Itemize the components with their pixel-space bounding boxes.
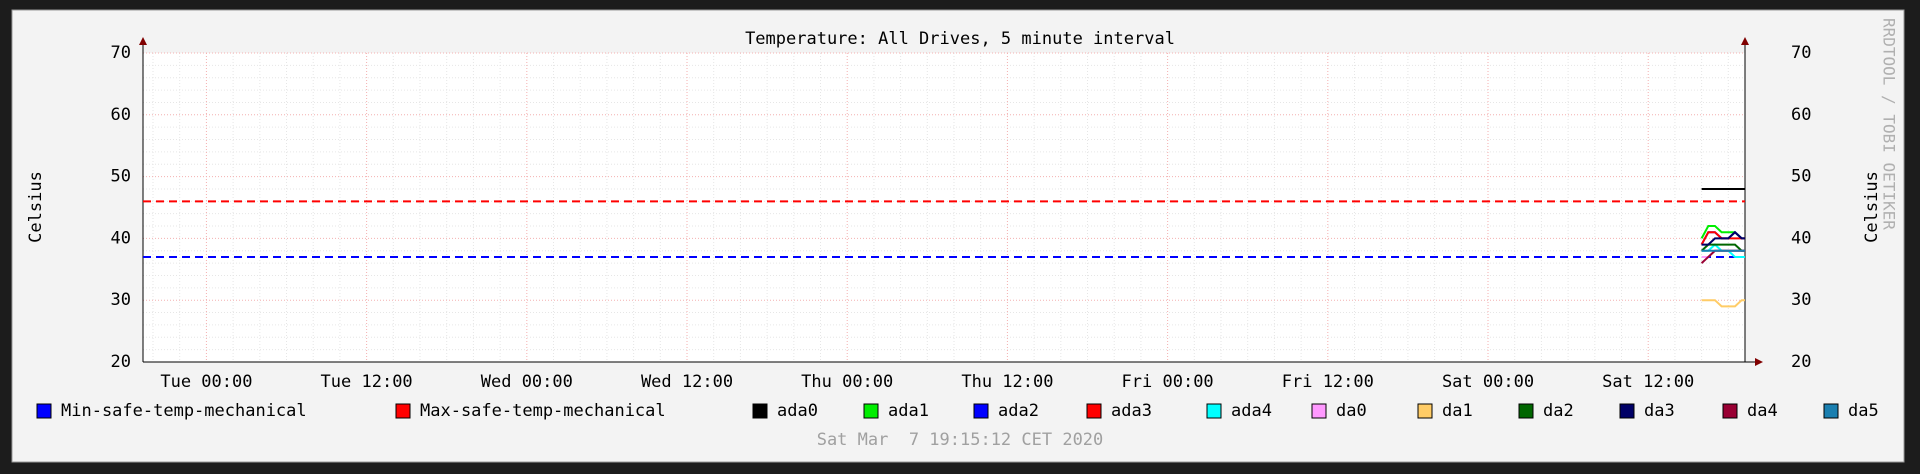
y-tick-label: 70 [111, 43, 131, 63]
y-tick-label: 30 [111, 290, 131, 310]
legend-label: da3 [1644, 401, 1675, 421]
y-tick-label: 20 [111, 352, 131, 372]
axis-arrow [1741, 37, 1749, 45]
y-tick-label: 40 [111, 228, 131, 248]
y-axis-label: Celsius [26, 171, 46, 243]
legend-label: ada2 [998, 401, 1039, 421]
legend-label: ada0 [777, 401, 818, 421]
x-tick-label: Thu 00:00 [801, 372, 893, 392]
legend-swatch [863, 403, 879, 419]
plot-area [143, 53, 1745, 362]
x-tick-label: Sat 00:00 [1442, 372, 1534, 392]
x-tick-label: Fri 12:00 [1282, 372, 1374, 392]
legend-label: Min-safe-temp-mechanical [61, 401, 307, 421]
x-tick-label: Thu 12:00 [961, 372, 1053, 392]
x-tick-label: Tue 00:00 [160, 372, 252, 392]
legend-label: da0 [1336, 401, 1367, 421]
series-line [1701, 299, 1745, 308]
axis-arrow [139, 37, 147, 45]
legend-swatch [395, 403, 411, 419]
y2-tick-label: 60 [1791, 105, 1811, 125]
legend-label: Max-safe-temp-mechanical [420, 401, 666, 421]
y2-tick-label: 20 [1791, 352, 1811, 372]
y2-tick-label: 70 [1791, 43, 1811, 63]
watermark: RRDTOOL / TOBI OETIKER [1880, 18, 1899, 230]
legend-swatch [1518, 403, 1534, 419]
legend-swatch [1311, 403, 1327, 419]
timestamp: Sat Mar 7 19:15:12 CET 2020 [817, 430, 1104, 450]
series-line [1701, 230, 1745, 246]
legend-label: da1 [1442, 401, 1473, 421]
legend-label: da2 [1543, 401, 1574, 421]
legend-swatch [1722, 403, 1738, 419]
x-tick-label: Wed 12:00 [641, 372, 733, 392]
y2-tick-label: 40 [1791, 228, 1811, 248]
x-tick-label: Tue 12:00 [321, 372, 413, 392]
x-tick-label: Sat 12:00 [1602, 372, 1694, 392]
legend-swatch [1206, 403, 1222, 419]
legend-swatch [973, 403, 989, 419]
legend-label: ada1 [888, 401, 929, 421]
legend-label: da5 [1848, 401, 1879, 421]
legend-label: ada4 [1231, 401, 1272, 421]
legend-label: da4 [1747, 401, 1778, 421]
legend-swatch [1417, 403, 1433, 419]
legend-swatch [1823, 403, 1839, 419]
legend-swatch [36, 403, 52, 419]
legend-label: ada3 [1111, 401, 1152, 421]
y2-tick-label: 50 [1791, 167, 1811, 187]
y2-tick-label: 30 [1791, 290, 1811, 310]
y-tick-label: 50 [111, 167, 131, 187]
x-tick-label: Fri 00:00 [1122, 372, 1214, 392]
y-tick-label: 60 [111, 105, 131, 125]
axis-arrow [1755, 358, 1763, 366]
legend-swatch [752, 403, 768, 419]
x-tick-label: Wed 00:00 [481, 372, 573, 392]
legend-swatch [1086, 403, 1102, 419]
chart-title: Temperature: All Drives, 5 minute interv… [745, 29, 1175, 49]
y2-axis-label: Celsius [1862, 171, 1882, 243]
legend-swatch [1619, 403, 1635, 419]
